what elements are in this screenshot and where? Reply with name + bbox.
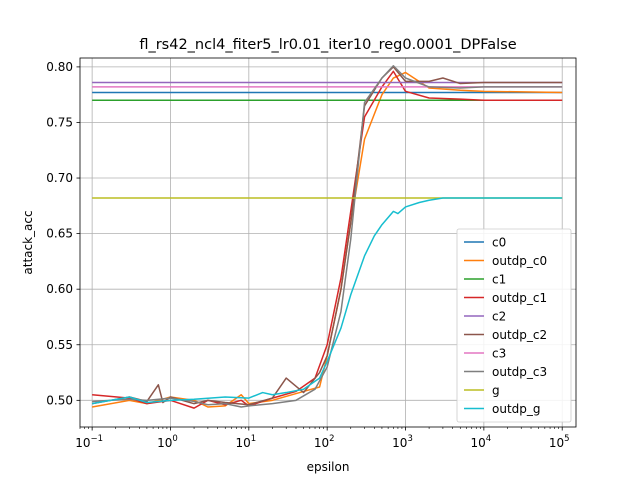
series-line-outdp-g	[92, 197, 563, 405]
legend-label-c3: c3	[492, 347, 506, 361]
y-tick-label: 0.55	[46, 338, 73, 352]
legend-label-outdp-c1: outdp_c1	[492, 291, 547, 305]
y-tick-label: 0.60	[46, 282, 73, 296]
y-tick-label: 0.65	[46, 227, 73, 241]
x-axis-label: epsilon	[307, 460, 350, 474]
x-tick-label-exponent: 0	[172, 434, 177, 444]
plot-frame	[79, 57, 577, 428]
legend: c0 outdp_c0 c1 outdp_c1 c2 outdp_c2 c3 outdp_c3…	[456, 228, 572, 423]
x-tick-label-exponent: 3	[407, 434, 412, 444]
legend-label-c2: c2	[492, 310, 506, 324]
plot-lines	[92, 65, 563, 409]
legend-label-g: g	[492, 384, 500, 398]
x-tick-label-exponent: 1	[251, 434, 256, 444]
x-tick-label-exponent: 4	[486, 434, 491, 444]
x-tick-label-exponent: −1	[91, 434, 104, 444]
legend-label-outdp-g: outdp_g	[492, 402, 541, 416]
legend-label-outdp-c0: outdp_c0	[492, 254, 547, 268]
legend-box	[456, 228, 572, 423]
x-tick-label-exponent: 2	[329, 434, 334, 444]
chart-title: fl_rs42_ncl4_fiter5_lr0.01_iter10_reg0.0…	[139, 37, 516, 53]
x-tick-label-exponent: 5	[564, 434, 569, 444]
y-tick-label: 0.70	[46, 171, 73, 185]
legend-label-c0: c0	[492, 236, 506, 250]
legend-label-outdp-c2: outdp_c2	[492, 328, 547, 342]
y-tick-label: 0.50	[46, 393, 73, 407]
y-tick-label: 0.80	[46, 60, 73, 74]
y-tick-label: 0.75	[46, 115, 73, 129]
legend-label-c1: c1	[492, 273, 506, 287]
y-axis-label: attack_acc	[21, 210, 35, 274]
legend-label-outdp-c3: outdp_c3	[492, 365, 547, 379]
y-axis: 0.50 0.55 0.60 0.65 0.70 0.75 0.80	[46, 60, 80, 407]
